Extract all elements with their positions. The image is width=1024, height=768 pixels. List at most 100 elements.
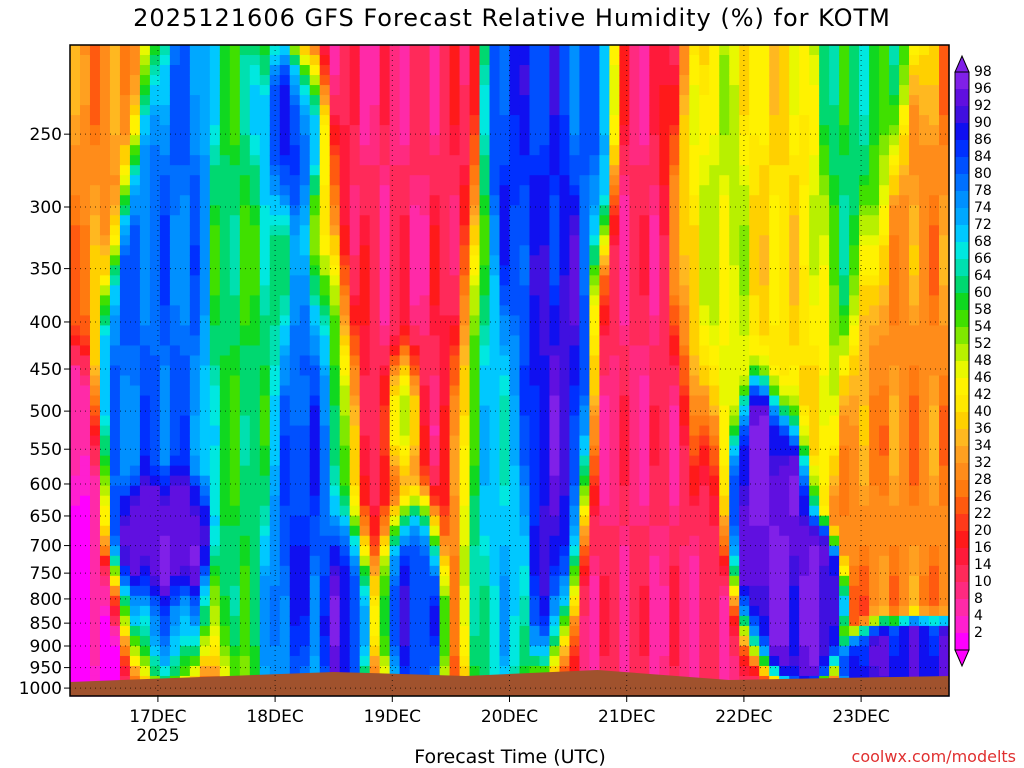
rh-cell — [479, 235, 491, 246]
rh-cell — [149, 425, 161, 437]
rh-cell — [469, 65, 481, 76]
rh-cell — [189, 545, 201, 557]
rh-cell — [759, 575, 770, 587]
rh-cell — [70, 675, 81, 687]
rh-cell — [639, 505, 650, 517]
rh-cell — [809, 45, 820, 56]
rh-cell — [709, 355, 720, 367]
rh-cell — [169, 275, 181, 286]
rh-cell — [549, 345, 561, 357]
rh-cell — [419, 455, 431, 467]
rh-cell — [799, 85, 810, 96]
rh-cell — [239, 245, 251, 256]
rh-cell — [329, 355, 341, 367]
rh-cell — [119, 665, 131, 677]
rh-cell — [609, 645, 620, 657]
rh-cell — [809, 245, 820, 256]
rh-cell — [569, 465, 581, 477]
rh-cell — [79, 215, 91, 226]
rh-cell — [249, 185, 261, 196]
rh-cell — [149, 245, 161, 256]
rh-cell — [669, 105, 680, 116]
rh-cell — [419, 375, 431, 387]
rh-cell — [759, 555, 770, 567]
rh-cell — [559, 635, 571, 647]
rh-cell — [569, 95, 581, 106]
rh-cell — [489, 485, 501, 497]
rh-cell — [229, 415, 241, 427]
rh-cell — [569, 385, 581, 397]
rh-cell — [219, 565, 231, 577]
rh-cell — [739, 185, 750, 196]
rh-cell — [489, 345, 501, 357]
rh-cell — [679, 125, 690, 136]
rh-cell — [389, 85, 401, 96]
rh-cell — [369, 135, 381, 146]
rh-cell — [439, 285, 451, 296]
rh-cell — [509, 115, 521, 126]
rh-cell — [569, 635, 581, 647]
rh-cell — [319, 425, 331, 437]
rh-cell — [539, 105, 551, 116]
rh-cell — [189, 505, 201, 517]
rh-cell — [579, 285, 591, 296]
rh-cell — [479, 295, 491, 306]
rh-cell — [389, 665, 401, 677]
rh-cell — [669, 135, 680, 146]
rh-cell — [679, 555, 690, 567]
rh-cell — [489, 435, 501, 447]
rh-cell — [739, 245, 750, 256]
rh-cell — [829, 485, 840, 497]
rh-cell — [819, 385, 830, 397]
rh-cell — [479, 555, 491, 567]
rh-cell — [459, 325, 471, 337]
rh-cell — [509, 575, 521, 587]
rh-cell — [639, 525, 650, 537]
rh-cell — [489, 95, 501, 106]
rh-cell — [229, 355, 241, 367]
rh-cell — [219, 585, 231, 597]
rh-cell — [349, 185, 361, 196]
rh-cell — [359, 395, 371, 407]
rh-cell — [819, 485, 830, 497]
rh-cell — [339, 155, 351, 166]
rh-cell — [609, 115, 620, 126]
rh-cell — [299, 135, 311, 146]
rh-cell — [169, 285, 181, 296]
rh-cell — [199, 345, 211, 357]
rh-cell — [789, 165, 800, 176]
rh-cell — [479, 245, 491, 256]
rh-cell — [489, 465, 501, 477]
rh-cell — [799, 665, 810, 677]
rh-cell — [789, 95, 800, 106]
rh-cell — [769, 155, 780, 166]
rh-cell — [589, 555, 600, 567]
rh-cell — [749, 475, 760, 487]
rh-cell — [159, 575, 171, 587]
rh-cell — [729, 225, 740, 236]
rh-cell — [79, 245, 91, 256]
rh-cell — [249, 145, 261, 156]
rh-cell — [759, 175, 770, 186]
rh-cell — [549, 395, 561, 407]
rh-cell — [539, 55, 551, 66]
rh-cell — [579, 235, 591, 246]
rh-cell — [309, 535, 321, 547]
rh-cell — [499, 175, 511, 186]
rh-cell — [399, 105, 411, 116]
rh-cell — [439, 55, 451, 66]
rh-cell — [799, 105, 810, 116]
rh-cell — [539, 545, 551, 557]
rh-cell — [659, 95, 670, 106]
rh-cell — [549, 155, 561, 166]
rh-cell — [299, 175, 311, 186]
rh-cell — [639, 215, 650, 226]
rh-cell — [459, 295, 471, 306]
rh-cell — [489, 665, 501, 677]
rh-cell — [729, 505, 740, 517]
rh-cell — [609, 225, 620, 236]
rh-cell — [539, 635, 551, 647]
rh-cell — [429, 85, 441, 96]
rh-cell — [649, 565, 660, 577]
rh-cell — [79, 635, 91, 647]
